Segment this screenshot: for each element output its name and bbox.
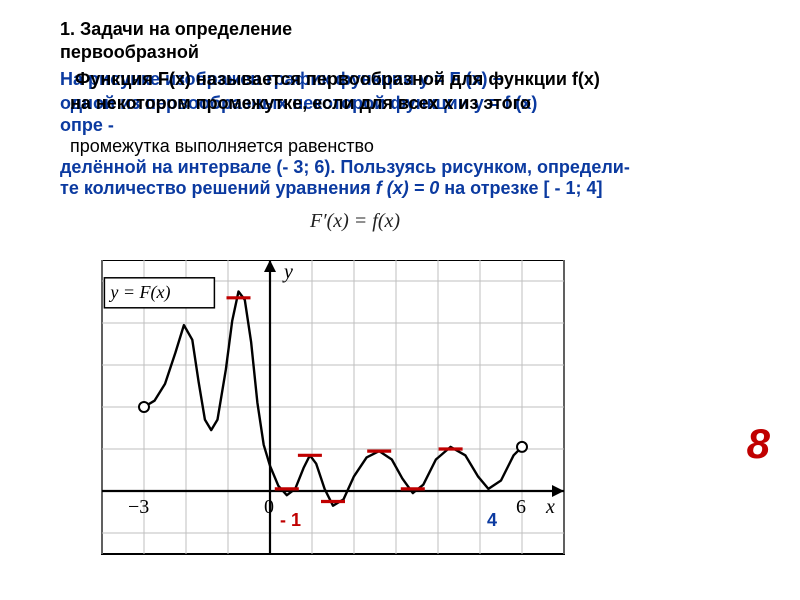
svg-text:6: 6 [516,496,526,518]
svg-text:−3: −3 [128,496,149,518]
line-question: те количество решений уравнения f (x) = … [60,178,760,199]
line-opre-text: опре - [60,115,114,135]
line-question-a: те количество решений уравнения [60,178,376,198]
svg-text:y = F(x): y = F(x) [108,282,170,303]
answer-value: 8 [747,420,770,468]
overlay-black-b: на некотором промежутке, если для всех x… [70,93,531,113]
svg-text:x: x [545,496,555,518]
chart-svg: y x −3 0 6 y = F(x) [60,260,620,565]
line-question-c: на отрезке [ - 1; 4] [444,178,602,198]
heading-line1: Задачи на определение [80,19,292,39]
overlay-black-a: Функция F(x) называется первообразной дл… [75,69,600,89]
chart: y x −3 0 6 y = F(x) [60,260,620,565]
heading-num: 1. [60,19,75,39]
line-interval: делённой на интервале (- 3; 6). Пользуяс… [60,157,760,178]
svg-text:0: 0 [264,496,274,518]
page: 1. Задачи на определение первообразной Н… [0,0,800,600]
annotation-four: 4 [487,510,497,531]
annotation-minus1: - 1 [280,510,301,531]
equation: F′(x) = f(x) [310,210,470,233]
equation-text: F′(x) = f(x) [310,210,400,232]
text-block: 1. Задачи на определение первообразной Н… [60,18,760,199]
svg-text:y: y [282,261,293,283]
heading: 1. Задачи на определение первообразной [60,18,760,65]
line-promezh: промежутка выполняется равенство [70,136,760,157]
line-opre: опре - [60,115,760,136]
overlay-black: Функция F(x) называется первообразной дл… [60,67,760,116]
overlay-block: На рисунке изображен график функции y = … [60,67,760,115]
line-question-eq: f (x) = 0 [376,178,440,198]
heading-line2: первообразной [60,42,199,62]
